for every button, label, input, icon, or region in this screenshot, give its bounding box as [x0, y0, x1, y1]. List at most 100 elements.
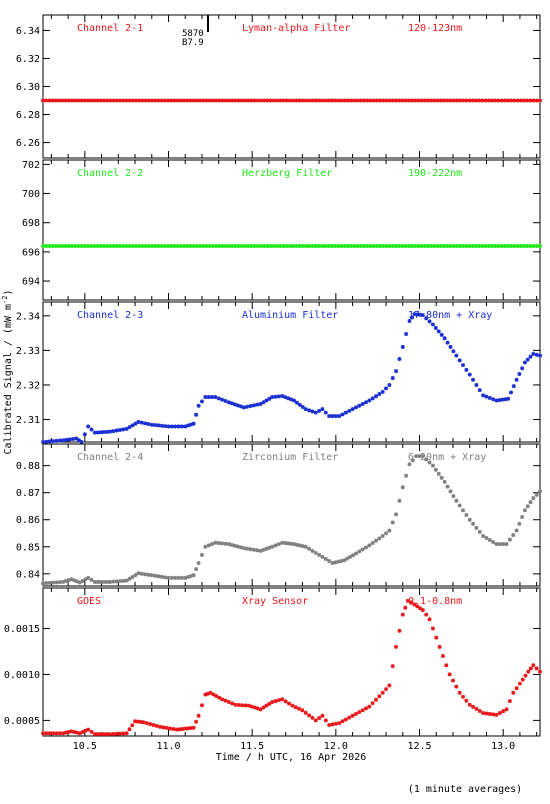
data-point [203, 395, 208, 400]
data-point [316, 244, 321, 249]
y-tick-label: 2.33 [16, 346, 40, 357]
data-point [141, 720, 146, 725]
data-point [280, 394, 285, 399]
y-tick-label: 700 [22, 189, 40, 200]
data-point [461, 508, 466, 513]
data-point [481, 711, 486, 716]
data-point [185, 98, 190, 103]
data-point [89, 577, 94, 582]
data-point [425, 98, 430, 103]
data-point [186, 574, 191, 579]
data-point [303, 98, 308, 103]
data-point [507, 537, 512, 542]
data-point [198, 98, 203, 103]
data-point [95, 244, 100, 249]
data-point [534, 666, 539, 671]
data-point [483, 244, 488, 249]
data-point [407, 462, 412, 467]
x-tick-label: 11.5 [240, 741, 264, 752]
data-point [400, 344, 405, 349]
data-point [307, 713, 312, 718]
data-point [390, 520, 395, 525]
data-point [243, 98, 248, 103]
data-point [509, 98, 514, 103]
data-point [74, 436, 79, 441]
data-point [223, 541, 228, 546]
data-point [387, 98, 392, 103]
data-point [121, 731, 126, 736]
data-point [146, 572, 151, 577]
data-point [151, 722, 156, 727]
data-point [491, 397, 496, 402]
data-point [445, 484, 450, 489]
data-point [51, 580, 56, 585]
data-point [57, 438, 62, 443]
data-point [416, 98, 421, 103]
data-point [44, 731, 49, 736]
data-point [300, 405, 305, 409]
data-point [270, 544, 275, 549]
data-point [441, 244, 446, 249]
data-point [387, 382, 392, 387]
data-point [246, 703, 251, 708]
data-point [412, 602, 417, 607]
data-point [77, 731, 82, 736]
data-point [291, 244, 296, 249]
data-point [406, 244, 411, 249]
data-point [66, 730, 71, 735]
data-point [297, 706, 302, 711]
data-point [98, 579, 103, 584]
data-point [433, 325, 438, 330]
data-point [104, 429, 109, 434]
data-point [430, 626, 435, 631]
data-point [114, 244, 119, 249]
data-point [146, 422, 151, 427]
data-point [54, 731, 59, 736]
data-point [390, 98, 395, 103]
data-point [307, 98, 312, 103]
data-point [130, 244, 135, 249]
data-point [275, 244, 280, 249]
data-point [121, 427, 126, 432]
data-point [54, 580, 59, 585]
data-point [41, 98, 45, 103]
x-tick-label: 10.5 [73, 741, 97, 752]
data-point [491, 540, 496, 545]
data-point [72, 730, 77, 735]
panel-filter-label: Herzberg Filter [242, 168, 332, 179]
data-point [177, 727, 182, 732]
data-point [226, 400, 231, 405]
y-tick-label: 698 [22, 218, 40, 229]
data-point [169, 424, 174, 429]
data-point [520, 677, 525, 682]
data-point [105, 244, 110, 249]
data-point [368, 244, 373, 249]
data-point [95, 579, 100, 584]
data-point [127, 244, 132, 249]
data-point [262, 98, 267, 103]
data-point [522, 360, 527, 365]
data-point [183, 726, 188, 731]
data-point [374, 538, 379, 543]
data-point [233, 244, 238, 249]
data-point [361, 98, 366, 103]
data-point [412, 244, 417, 249]
data-point [82, 98, 87, 103]
data-point [149, 573, 154, 578]
data-point [214, 98, 219, 103]
data-point [313, 244, 318, 249]
data-point [175, 244, 180, 249]
data-point [261, 400, 266, 405]
data-point [525, 244, 530, 249]
data-point [255, 402, 260, 407]
data-point [350, 713, 355, 718]
data-point [300, 544, 305, 549]
data-point [320, 554, 325, 559]
data-point [220, 541, 225, 546]
data-point [79, 440, 84, 444]
data-point [417, 454, 422, 459]
data-point [316, 98, 321, 103]
data-point [210, 98, 215, 103]
data-point [281, 244, 286, 249]
data-point [377, 694, 382, 699]
